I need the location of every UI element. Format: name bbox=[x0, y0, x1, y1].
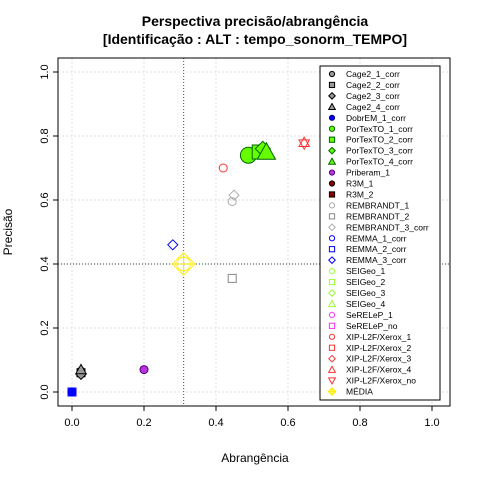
data-point bbox=[227, 273, 237, 283]
legend-entry: SeRELeP_no bbox=[346, 321, 398, 331]
legend-entry: REMMA_2_corr bbox=[346, 244, 407, 254]
legend-marker bbox=[328, 246, 336, 253]
legend-entry: Cage2_2_corr bbox=[346, 80, 400, 90]
plot-frame bbox=[57, 57, 451, 407]
legend-entry: Cage2_4_corr bbox=[346, 102, 400, 112]
legend-marker bbox=[328, 223, 336, 232]
legend-entry: SEIGeo_1 bbox=[346, 266, 385, 276]
reference-lines bbox=[58, 58, 450, 406]
x-axis-label: Abrangência bbox=[221, 451, 289, 465]
legend-marker bbox=[327, 387, 337, 396]
data-points bbox=[67, 136, 311, 397]
legend-marker bbox=[328, 146, 336, 155]
legend-marker bbox=[328, 180, 336, 187]
legend-marker bbox=[328, 235, 336, 242]
legend-marker bbox=[328, 114, 336, 121]
x-tick-label: 0.8 bbox=[352, 417, 367, 429]
legend-entry: SEIGeo_2 bbox=[346, 277, 385, 287]
legend-entry: XIP-L2F/Xerox_2 bbox=[346, 343, 411, 353]
legend-marker bbox=[328, 278, 336, 286]
y-axis-ticks: 0.0 0.2 0.4 0.6 0.8 1.0 bbox=[39, 64, 58, 400]
legend-entry: R3M_1 bbox=[346, 179, 374, 189]
chart-title: Perspectiva precisão/abrangência bbox=[142, 13, 369, 29]
legend-marker bbox=[328, 91, 336, 100]
y-tick-label: 0.4 bbox=[39, 256, 51, 271]
legend-marker bbox=[328, 333, 336, 340]
legend-entry: PorTexTO_2_corr bbox=[346, 135, 413, 145]
legend-entry: REMMA_3_corr bbox=[346, 255, 407, 265]
legend-entry: PorTexTO_3_corr bbox=[346, 146, 413, 156]
legend-entry: PorTexTO_4_corr bbox=[346, 157, 413, 167]
legend-marker bbox=[328, 81, 336, 89]
legend-entry: Cage2_3_corr bbox=[346, 91, 400, 101]
legend: Cage2_1_corrCage2_2_corrCage2_3_corrCage… bbox=[319, 65, 441, 401]
data-point bbox=[298, 139, 311, 151]
y-tick-label: 0.2 bbox=[39, 320, 51, 335]
data-point bbox=[218, 163, 228, 173]
legend-entry: SEIGeo_4 bbox=[346, 299, 385, 309]
data-point bbox=[67, 387, 77, 397]
data-point bbox=[227, 197, 237, 207]
legend-entry: REMBRANDT_1 bbox=[346, 200, 410, 210]
legend-marker bbox=[328, 213, 336, 220]
legend-marker bbox=[327, 377, 337, 386]
legend-entry: R3M_2 bbox=[346, 189, 374, 199]
legend-marker bbox=[328, 289, 336, 297]
data-point bbox=[139, 365, 149, 375]
data-point bbox=[167, 239, 179, 251]
legend-entry: REMBRANDT_2 bbox=[346, 211, 410, 221]
legend-entry: REMMA_1_corr bbox=[346, 233, 407, 243]
y-tick-label: 0.8 bbox=[39, 128, 51, 143]
x-tick-label: 0.2 bbox=[136, 417, 151, 429]
data-point bbox=[298, 136, 311, 148]
legend-marker bbox=[328, 70, 336, 78]
data-point bbox=[256, 141, 277, 160]
data-point bbox=[171, 252, 196, 276]
legend-marker bbox=[327, 102, 337, 111]
legend-entry: XIP-L2F/Xerox_4 bbox=[346, 365, 411, 375]
legend-entry: SEIGeo_3 bbox=[346, 288, 385, 298]
legend-entry: Cage2_1_corr bbox=[346, 69, 400, 79]
legend-marker bbox=[328, 256, 336, 265]
legend-entry: SeRELeP_1 bbox=[346, 310, 393, 320]
x-tick-label: 0.4 bbox=[208, 417, 223, 429]
legend-marker bbox=[328, 202, 336, 209]
legend-marker bbox=[328, 344, 336, 351]
legend-entry: MÉDIA bbox=[346, 387, 373, 397]
y-tick-label: 0.6 bbox=[39, 192, 51, 207]
legend-marker bbox=[327, 157, 337, 165]
y-tick-label: 0.0 bbox=[39, 384, 51, 399]
x-axis-ticks: 0.0 0.2 0.4 0.6 0.8 1.0 bbox=[64, 406, 440, 429]
data-point bbox=[228, 189, 240, 201]
y-axis-label: Precisão bbox=[1, 208, 15, 255]
legend-entry: REMBRANDT_3_corr bbox=[346, 222, 429, 232]
legend-entry: DobrEM_1_corr bbox=[346, 113, 406, 123]
legend-marker bbox=[328, 125, 336, 132]
legend-marker bbox=[327, 365, 337, 373]
legend-entry: XIP-L2F/Xerox_3 bbox=[346, 354, 411, 364]
data-point bbox=[74, 363, 88, 375]
legend-marker bbox=[328, 322, 336, 329]
x-tick-label: 1.0 bbox=[424, 417, 439, 429]
legend-marker bbox=[328, 268, 336, 275]
legend-entry: Priberam_1 bbox=[346, 168, 390, 178]
legend-entry: XIP-L2F/Xerox_1 bbox=[346, 332, 411, 342]
legend-entry: PorTexTO_1_corr bbox=[346, 124, 413, 134]
legend-marker bbox=[328, 311, 336, 318]
y-tick-label: 1.0 bbox=[39, 64, 51, 79]
legend-marker bbox=[328, 169, 336, 176]
legend-box bbox=[319, 65, 441, 401]
legend-entry: XIP-L2F/Xerox_no bbox=[346, 376, 416, 386]
legend-marker bbox=[328, 191, 336, 198]
chart-subtitle: [Identificação : ALT : tempo_sonorm_TEMP… bbox=[103, 31, 407, 47]
x-tick-label: 0.0 bbox=[64, 417, 79, 429]
x-tick-label: 0.6 bbox=[280, 417, 295, 429]
legend-marker bbox=[328, 136, 336, 143]
legend-marker bbox=[327, 299, 337, 308]
legend-marker bbox=[328, 354, 336, 363]
